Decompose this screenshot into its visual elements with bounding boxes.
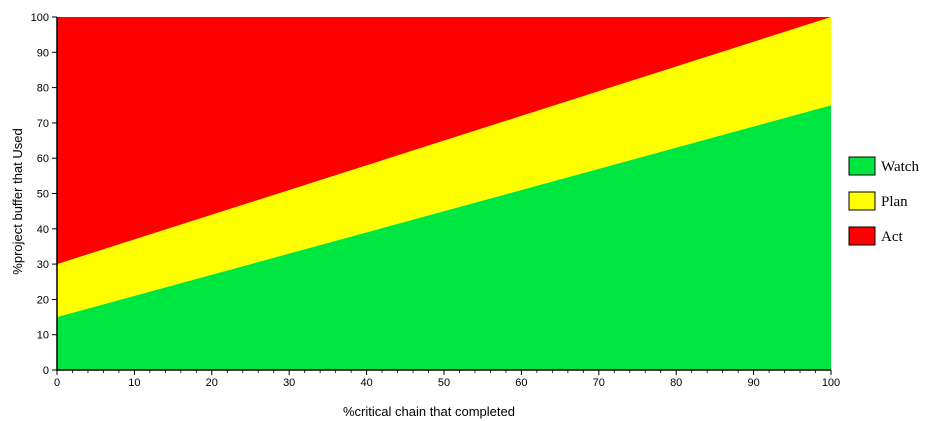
y-tick-label: 70 <box>37 118 49 130</box>
x-axis-title: %critical chain that completed <box>343 404 515 419</box>
y-tick-label: 90 <box>37 47 49 59</box>
legend-label: Act <box>881 229 903 245</box>
y-tick-label: 50 <box>37 189 49 201</box>
x-tick-label: 20 <box>206 377 218 389</box>
chart-ticks: 0 10 20 30 40 50 60 70 80 90 100 0 10 20 30 40 50 60 70 80 9… <box>31 12 841 389</box>
x-tick-label: 70 <box>593 377 605 389</box>
x-tick-label: 30 <box>283 377 295 389</box>
x-tick-label: 60 <box>515 377 527 389</box>
y-tick-label: 40 <box>37 224 49 236</box>
x-tick-label: 50 <box>438 377 450 389</box>
band-plan <box>57 17 831 318</box>
y-tick-label: 30 <box>37 259 49 271</box>
legend-swatch <box>848 191 876 211</box>
legend-swatch <box>848 156 876 176</box>
legend-item-plan: Plan <box>848 191 908 211</box>
x-tick-label: 90 <box>747 377 759 389</box>
y-tick-label: 60 <box>37 153 49 165</box>
x-tick-label: 10 <box>128 377 140 389</box>
y-axis-title: %project buffer that Used <box>10 128 25 274</box>
x-tick-label: 100 <box>822 377 840 389</box>
x-tick-label: 40 <box>360 377 372 389</box>
band-watch <box>57 105 831 370</box>
y-tick-label: 10 <box>37 330 49 342</box>
chart-bands <box>57 17 831 370</box>
y-tick-label: 80 <box>37 83 49 95</box>
legend-item-act: Act <box>848 226 903 246</box>
legend-item-watch: Watch <box>848 156 919 176</box>
legend-swatch <box>848 226 876 246</box>
y-tick-label: 0 <box>43 365 49 377</box>
legend-label: Plan <box>881 194 908 210</box>
x-tick-label: 0 <box>54 377 60 389</box>
y-tick-label: 20 <box>37 294 49 306</box>
legend-label: Watch <box>881 159 919 175</box>
legend: Watch Plan Act <box>848 156 919 246</box>
x-tick-label: 80 <box>670 377 682 389</box>
y-tick-label: 100 <box>31 12 49 24</box>
band-act <box>57 17 831 265</box>
